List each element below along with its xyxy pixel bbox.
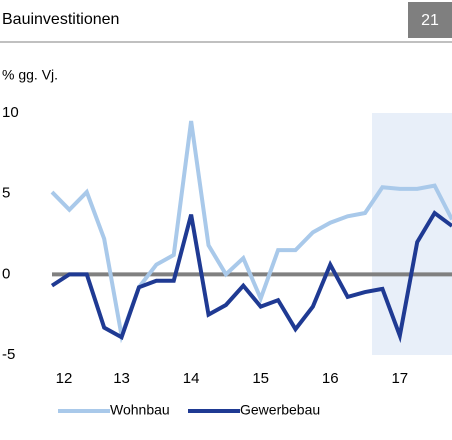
y-tick-label: 5 [2, 185, 10, 202]
line-series [50, 120, 452, 344]
legend-label: Gewerbebau [240, 402, 320, 418]
x-tick-label: 12 [56, 370, 73, 387]
forecast-shade [372, 113, 452, 355]
x-tick-label: 14 [183, 370, 200, 387]
page-number: 21 [421, 12, 439, 29]
x-tick-label: 15 [252, 370, 269, 387]
legend-label: Wohnbau [110, 402, 170, 418]
chart-title: Bauinvestitionen [2, 11, 119, 28]
x-tick-label: 17 [391, 370, 408, 387]
page-number-box [408, 2, 452, 38]
y-tick-label: -5 [2, 346, 15, 363]
y-axis-label: % gg. Vj. [2, 67, 58, 83]
y-tick-label: 10 [2, 104, 19, 121]
x-tick-label: 13 [113, 370, 130, 387]
line-series [50, 210, 452, 344]
x-tick-label: 16 [322, 370, 339, 387]
y-tick-label: 0 [2, 265, 10, 282]
